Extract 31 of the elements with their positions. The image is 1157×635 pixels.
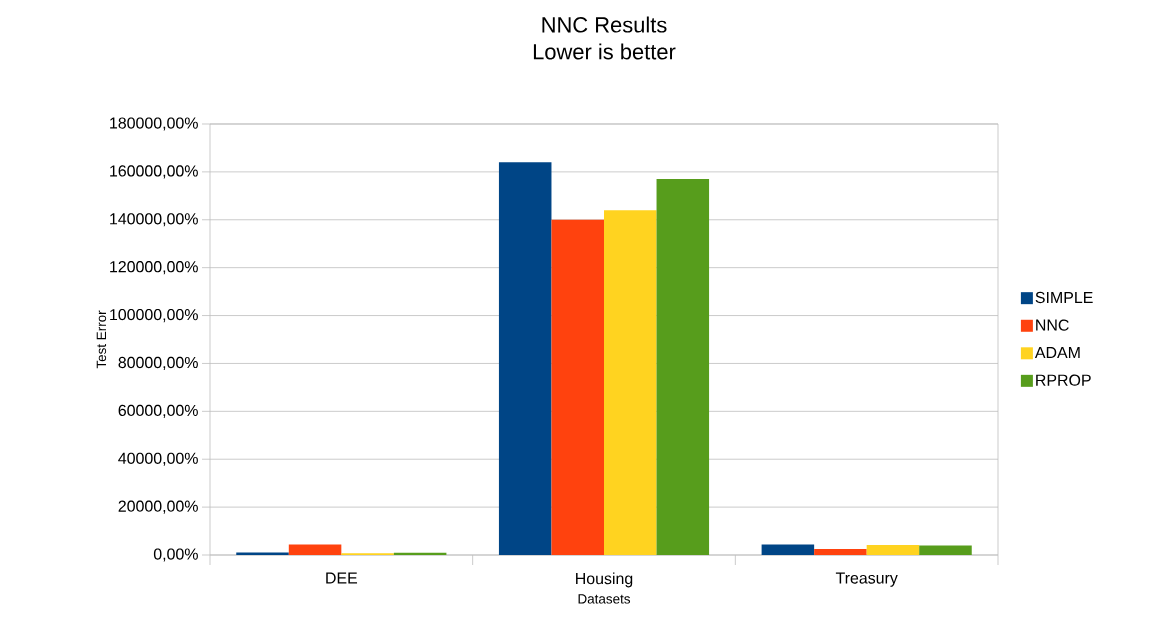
x-tick-label: Housing	[576, 572, 633, 588]
y-tick-label: 140000,00%	[110, 213, 198, 227]
bar	[393, 552, 447, 555]
bar	[551, 219, 604, 555]
bar	[866, 544, 920, 555]
y-tick-label: 0,00%	[153, 548, 198, 562]
x-tick-label: DEE	[326, 572, 358, 584]
legend-label: ADAM	[1034, 347, 1080, 359]
bar	[498, 162, 552, 555]
y-tick-label: 120000,00%	[110, 261, 198, 275]
x-axis-title: Datasets	[578, 594, 631, 604]
x-tick-label: Treasury	[835, 572, 898, 587]
chart-title: NNC Results	[542, 16, 667, 33]
bar	[604, 210, 657, 555]
y-axis-title: Test Error	[96, 310, 107, 369]
bar	[656, 179, 710, 555]
bar	[814, 549, 867, 555]
y-tick-label: 20000,00%	[118, 500, 198, 514]
y-tick-label: 160000,00%	[110, 165, 198, 179]
bar	[288, 544, 342, 555]
legend-label: NNC	[1036, 319, 1069, 331]
y-tick-label: 180000,00%	[110, 117, 198, 131]
y-tick-label: 60000,00%	[118, 404, 198, 418]
y-tick-label: 80000,00%	[118, 356, 198, 371]
chart-subtitle: Lower is better	[533, 43, 676, 60]
bar	[919, 545, 972, 555]
bar	[761, 544, 815, 555]
y-tick-label: 40000,00%	[118, 452, 198, 466]
legend-label: RPROP	[1036, 374, 1091, 386]
y-tick-label: 100000,00%	[110, 308, 198, 323]
legend-label: SIMPLE	[1035, 291, 1093, 304]
